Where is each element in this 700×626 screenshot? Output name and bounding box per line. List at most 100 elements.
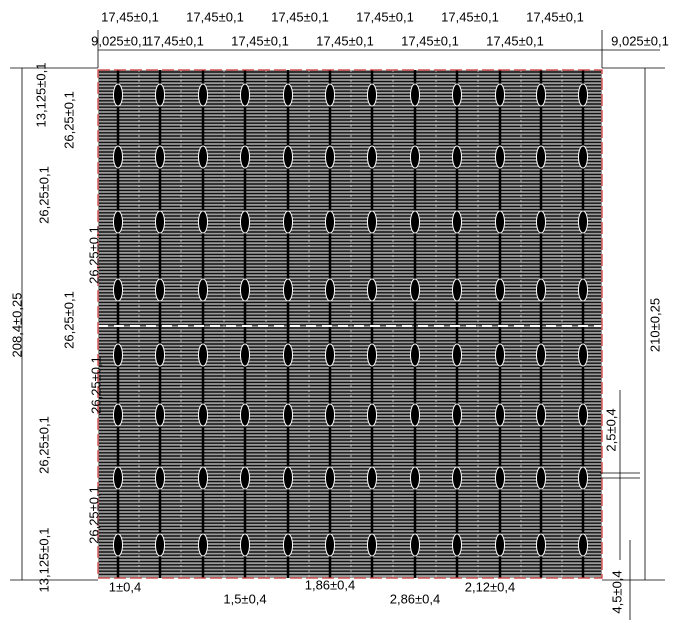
dimension-label: 9,025±0,1 xyxy=(611,33,669,48)
pad xyxy=(325,210,335,234)
dimension-label: 26,25±0,1 xyxy=(61,91,76,149)
pad xyxy=(410,278,420,302)
pad xyxy=(113,210,123,234)
pad xyxy=(283,343,293,367)
dimension-label: 17,45±0,1 xyxy=(146,33,204,48)
dimension-label: 26,25±0,1 xyxy=(86,226,101,284)
pad xyxy=(536,343,546,367)
pad xyxy=(410,343,420,367)
pad xyxy=(240,210,250,234)
pad xyxy=(240,278,250,302)
pad xyxy=(198,343,208,367)
pad xyxy=(578,278,588,302)
dimension-lines xyxy=(10,30,665,620)
pad xyxy=(536,145,546,169)
pad xyxy=(495,278,505,302)
pad xyxy=(113,466,123,490)
pad xyxy=(198,278,208,302)
dimension-label: 2,86±0,4 xyxy=(390,591,441,606)
pad xyxy=(283,145,293,169)
pad xyxy=(325,343,335,367)
dimension-label: 2,5±0,4 xyxy=(603,408,618,451)
pad xyxy=(325,145,335,169)
dimension-label: 26,25±0,1 xyxy=(86,486,101,544)
pad xyxy=(198,533,208,557)
pad xyxy=(155,466,165,490)
pad xyxy=(410,210,420,234)
dimension-label: 17,45±0,1 xyxy=(101,9,159,24)
pad xyxy=(410,533,420,557)
dimension-label: 13,125±0,1 xyxy=(33,63,48,128)
dimension-label: 26,25±0,1 xyxy=(36,416,51,474)
pad xyxy=(410,403,420,427)
pad xyxy=(536,403,546,427)
dimension-label: 1,86±0,4 xyxy=(305,577,356,592)
pad xyxy=(155,278,165,302)
pad xyxy=(495,210,505,234)
pad xyxy=(495,83,505,107)
pad xyxy=(325,403,335,427)
dimension-label: 17,45±0,1 xyxy=(186,9,244,24)
pad xyxy=(578,145,588,169)
pad xyxy=(452,466,462,490)
pad xyxy=(325,466,335,490)
pad xyxy=(198,83,208,107)
dimension-label: 4,5±0,4 xyxy=(609,570,624,613)
pad xyxy=(578,83,588,107)
pad xyxy=(283,466,293,490)
dimension-label: 1,5±0,4 xyxy=(223,591,266,606)
pad xyxy=(536,83,546,107)
pad xyxy=(452,278,462,302)
pad xyxy=(367,466,377,490)
pad xyxy=(495,466,505,490)
pad xyxy=(367,343,377,367)
pad xyxy=(452,145,462,169)
pad xyxy=(452,533,462,557)
pad xyxy=(410,145,420,169)
cell-border xyxy=(97,69,603,579)
pad xyxy=(283,533,293,557)
pad xyxy=(325,278,335,302)
pad xyxy=(452,403,462,427)
dimension-label: 17,45±0,1 xyxy=(441,9,499,24)
pad xyxy=(367,403,377,427)
pad xyxy=(578,466,588,490)
pad xyxy=(240,343,250,367)
dimension-label: 17,45±0,1 xyxy=(401,33,459,48)
pad xyxy=(283,83,293,107)
pad xyxy=(198,210,208,234)
pad xyxy=(325,83,335,107)
pad xyxy=(283,403,293,427)
busbars xyxy=(113,70,605,578)
pad xyxy=(198,145,208,169)
pad xyxy=(240,83,250,107)
pad xyxy=(367,83,377,107)
pad xyxy=(578,403,588,427)
dimension-label: 1±0,4 xyxy=(109,579,141,594)
pad xyxy=(113,343,123,367)
pad xyxy=(155,343,165,367)
pad xyxy=(325,533,335,557)
pad xyxy=(536,466,546,490)
dimension-label: 17,45±0,1 xyxy=(356,9,414,24)
dimension-label: 17,45±0,1 xyxy=(316,33,374,48)
pad xyxy=(155,145,165,169)
dimension-label: 17,45±0,1 xyxy=(271,9,329,24)
pad xyxy=(536,278,546,302)
dimension-label: 26,25±0,1 xyxy=(61,291,76,349)
pad xyxy=(578,210,588,234)
pad xyxy=(198,403,208,427)
pad xyxy=(495,343,505,367)
pad xyxy=(113,83,123,107)
pad xyxy=(113,533,123,557)
pad xyxy=(240,533,250,557)
pad xyxy=(367,145,377,169)
pad xyxy=(240,466,250,490)
pad xyxy=(367,278,377,302)
pad xyxy=(452,210,462,234)
pad xyxy=(113,403,123,427)
dimension-label: 9,025±0,1 xyxy=(91,33,149,48)
pad xyxy=(113,278,123,302)
dimension-label: 208,4±0,25 xyxy=(9,293,24,358)
